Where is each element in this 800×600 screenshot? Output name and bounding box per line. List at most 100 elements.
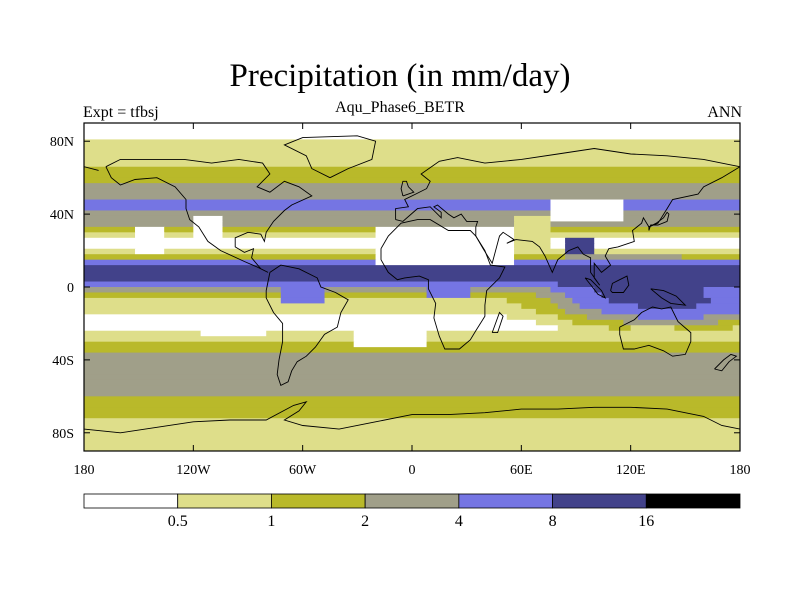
- field-cell: [506, 297, 552, 304]
- field-cell: [84, 292, 282, 299]
- field-cell: [696, 303, 740, 310]
- field-cell: [514, 226, 552, 233]
- field-cell: [222, 226, 377, 233]
- field-cell: [535, 308, 566, 315]
- season-label: ANN: [707, 104, 742, 121]
- field-cell: [550, 287, 595, 294]
- field-cell: [324, 287, 428, 294]
- field-cell: [594, 237, 740, 244]
- field-cell: [681, 254, 740, 261]
- field-cell: [280, 287, 326, 294]
- coastline: [395, 148, 740, 220]
- field-cell: [514, 248, 566, 255]
- field-cell: [550, 210, 624, 217]
- precipitation-field: [84, 123, 740, 451]
- field-cell: [565, 254, 683, 261]
- field-cell: [84, 363, 740, 370]
- field-cell: [84, 155, 740, 162]
- coastline: [265, 264, 349, 387]
- field-cell: [84, 385, 740, 392]
- field-cell: [470, 287, 552, 294]
- field-cell: [521, 303, 559, 310]
- field-cell: [84, 128, 740, 135]
- colorbar-swatch: [645, 493, 741, 509]
- colorbar-label: 8: [549, 513, 557, 530]
- field-cell: [550, 199, 624, 206]
- field-cell: [550, 297, 573, 304]
- field-cell: [375, 226, 515, 233]
- field-cell: [222, 215, 515, 222]
- field-cell: [586, 314, 639, 321]
- field-cell: [426, 336, 740, 343]
- field-cell: [164, 226, 194, 233]
- colorbar: 0.5 1 2 4 8 16: [83, 493, 741, 530]
- y-tick-label: 40S: [52, 354, 74, 369]
- field-cell: [193, 232, 224, 239]
- colorbar-swatch: [552, 493, 647, 509]
- field-cell: [426, 330, 740, 337]
- field-cell: [565, 292, 603, 299]
- field-cell: [84, 374, 740, 381]
- coastline: [395, 166, 740, 286]
- field-cell: [84, 265, 740, 272]
- field-cell: [601, 308, 740, 315]
- coastlines: [84, 135, 740, 434]
- field-cell: [200, 330, 267, 337]
- x-tick-label: 0: [409, 463, 416, 478]
- field-cell: [84, 352, 740, 359]
- field-cell: [84, 303, 522, 310]
- field-cell: [84, 254, 377, 261]
- field-cell: [557, 314, 588, 321]
- field-cell: [550, 243, 566, 250]
- field-cell: [193, 215, 224, 222]
- field-cell: [426, 341, 740, 348]
- field-cell: [324, 292, 428, 299]
- field-cell: [375, 259, 515, 266]
- field-cell: [84, 270, 740, 277]
- colorbar-swatch: [177, 493, 272, 509]
- field-cell: [84, 232, 136, 239]
- field-cell: [594, 248, 740, 255]
- field-cell: [84, 314, 508, 321]
- coastline: [283, 135, 377, 179]
- y-axis: 80N 40N 0 40S 80S: [50, 135, 740, 442]
- field-cell: [579, 303, 639, 310]
- field-cell: [514, 232, 740, 239]
- field-cell: [164, 232, 194, 239]
- field-cell: [550, 237, 566, 244]
- field-cell: [84, 144, 740, 151]
- field-cell: [572, 319, 624, 326]
- field-cell: [557, 303, 581, 310]
- field-cell: [550, 205, 624, 212]
- field-cell: [135, 232, 165, 239]
- field-cell: [514, 259, 740, 266]
- field-cell: [135, 248, 165, 255]
- field-cell: [353, 341, 428, 348]
- field-cell: [222, 221, 515, 228]
- field-cell: [84, 330, 202, 337]
- field-cell: [623, 205, 740, 212]
- field-cell: [514, 254, 566, 261]
- colorbar-label: 1: [267, 513, 275, 530]
- field-cell: [623, 319, 719, 326]
- field-cell: [514, 215, 552, 222]
- field-cell: [84, 183, 740, 190]
- field-cell: [84, 297, 282, 304]
- field-cell: [164, 248, 377, 255]
- field-cell: [623, 215, 740, 222]
- field-cell: [84, 341, 355, 348]
- field-cell: [84, 215, 194, 222]
- field-cell: [84, 358, 740, 365]
- colorbar-swatch: [364, 493, 460, 509]
- coastline: [84, 166, 99, 171]
- field-cell: [565, 237, 595, 244]
- field-cell: [84, 177, 740, 184]
- field-cell: [84, 243, 515, 250]
- field-cell: [84, 210, 552, 217]
- field-cell: [674, 325, 734, 332]
- field-cell: [470, 292, 537, 299]
- x-tick-label: 120W: [176, 463, 211, 478]
- field-cell: [426, 287, 471, 294]
- field-cell: [703, 314, 740, 321]
- field-cell: [84, 434, 740, 441]
